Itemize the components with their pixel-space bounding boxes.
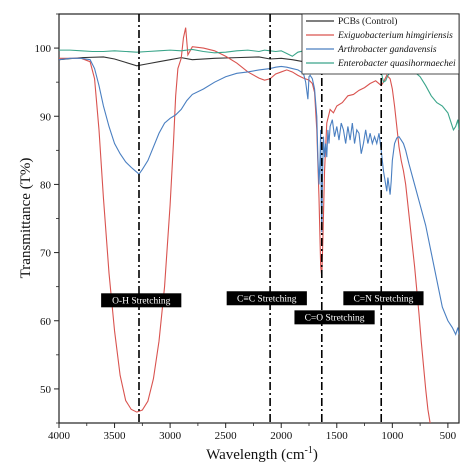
annotation-layer: O-H Stretching C≡C Stretching C=O Stretchi… — [101, 291, 424, 325]
legend-label-0: PCBs (Control) — [338, 16, 397, 27]
series-line-1 — [59, 27, 431, 423]
x-tick-label-7: 500 — [440, 430, 457, 442]
annotation-label-1: C≡C Stretching — [237, 295, 297, 305]
annotation-label-3: C=N Stretching — [353, 295, 413, 305]
series-line-2 — [59, 57, 459, 336]
annotation-3: C=N Stretching — [343, 291, 424, 306]
vline-layer — [138, 14, 383, 423]
x-tick-label-6: 1000 — [381, 430, 404, 442]
annotation-1: C≡C Stretching — [226, 291, 307, 306]
annotation-box-0 — [101, 293, 182, 308]
x-tick-label-1: 3500 — [104, 430, 127, 442]
annotation-box-1 — [226, 291, 307, 306]
legend-label-1: Exiguobacterium himgiriensis — [337, 31, 453, 41]
x-tick-label-0: 4000 — [48, 430, 71, 442]
annotation-box-2 — [294, 310, 375, 325]
x-axis-title: Wavelength (cm-1) — [206, 445, 318, 463]
annotation-box-3 — [343, 291, 424, 306]
x-axis-ticks: 4000 3500 3000 2500 2000 1500 1000 500 — [48, 423, 457, 442]
y-tick-label-3: 80 — [40, 179, 52, 191]
x-tick-label-3: 2500 — [215, 430, 238, 442]
annotation-2: C=O Stretching — [294, 310, 375, 325]
y-tick-label-2: 70 — [40, 248, 52, 260]
legend-label-3: Enterobacter quasihormaechei — [337, 59, 456, 69]
y-tick-label-5: 100 — [35, 43, 52, 55]
y-axis-title: Transmittance (T%) — [18, 158, 34, 279]
x-tick-label-5: 1500 — [326, 430, 349, 442]
legend-box — [301, 13, 460, 75]
legend-label-2: Arthrobacter gandavensis — [337, 45, 437, 55]
x-axis-title-main: Wavelength (cm — [206, 447, 305, 463]
annotation-label-0: O-H Stretching — [112, 297, 171, 307]
legend: PCBs (Control) Exiguobacterium himgiriens… — [301, 13, 460, 75]
x-tick-label-4: 2000 — [270, 430, 293, 442]
x-axis-title-close: ) — [313, 447, 318, 463]
x-axis-title-sup: -1 — [305, 445, 313, 456]
plot-frame — [58, 13, 460, 424]
y-tick-label-0: 50 — [40, 384, 52, 396]
annotation-label-2: C=O Stretching — [305, 314, 365, 324]
x-tick-label-2: 3000 — [159, 430, 182, 442]
y-axis-ticks: 50 60 70 80 90 100 — [35, 13, 59, 424]
y-tick-label-1: 60 — [40, 316, 52, 328]
annotation-0: O-H Stretching — [101, 293, 182, 308]
y-tick-label-4: 90 — [40, 111, 52, 123]
